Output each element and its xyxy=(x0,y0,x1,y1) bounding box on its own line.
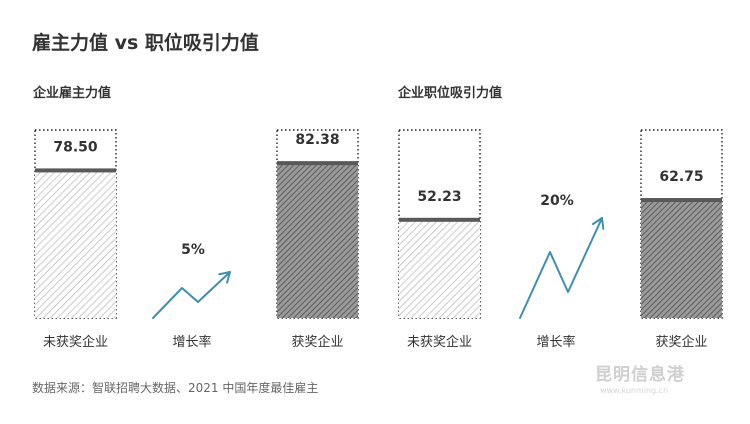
chart2-bar1-value-label: 52.23 xyxy=(417,189,461,205)
chart2-bar1-level-marker xyxy=(399,217,480,222)
chart2-bar2-value-label: 62.75 xyxy=(659,169,703,185)
chart2-growth-arrow-head xyxy=(591,217,605,230)
chart1-growth-value: 5% xyxy=(181,242,205,258)
chart1-bar1 xyxy=(35,170,116,318)
chart1-bar1-level-marker xyxy=(35,168,116,173)
watermark-logo: 昆明信息港 xyxy=(595,365,685,385)
page-title: 雇主力值 vs 职位吸引力值 xyxy=(32,32,259,54)
chart2-growth-label: 增长率 xyxy=(536,334,575,350)
chart2-growth-arrow xyxy=(519,217,603,319)
chart2-growth-value: 20% xyxy=(540,193,574,209)
chart1-bar2-value-label: 82.38 xyxy=(295,132,339,148)
chart-title-employer-strength: 企业雇主力值 xyxy=(33,86,112,101)
watermark-url: www.kunming.cn xyxy=(600,386,669,395)
chart1-bar2-level-marker xyxy=(277,161,358,166)
chart-title-job-attractiveness: 企业职位吸引力值 xyxy=(398,86,503,101)
chart1-growth-arrow-head xyxy=(218,271,231,284)
chart2-bar1 xyxy=(399,219,480,318)
chart2-bar1-category-label: 未获奖企业 xyxy=(407,334,472,350)
chart1-growth-arrow xyxy=(152,271,231,319)
chart2-bar2 xyxy=(641,200,722,318)
chart1-bar2 xyxy=(277,163,358,318)
chart1-bar1-category-label: 未获奖企业 xyxy=(43,334,108,350)
data-source-note: 数据来源：智联招聘大数据、2021 中国年度最佳雇主 xyxy=(32,381,319,395)
chart1-bar2-category-label: 获奖企业 xyxy=(291,334,343,350)
chart1-growth-label: 增长率 xyxy=(172,334,211,350)
chart2-bar2-category-label: 获奖企业 xyxy=(655,334,707,350)
chart1-bar1-value-label: 78.50 xyxy=(53,139,98,155)
chart2-bar2-level-marker xyxy=(641,198,722,203)
